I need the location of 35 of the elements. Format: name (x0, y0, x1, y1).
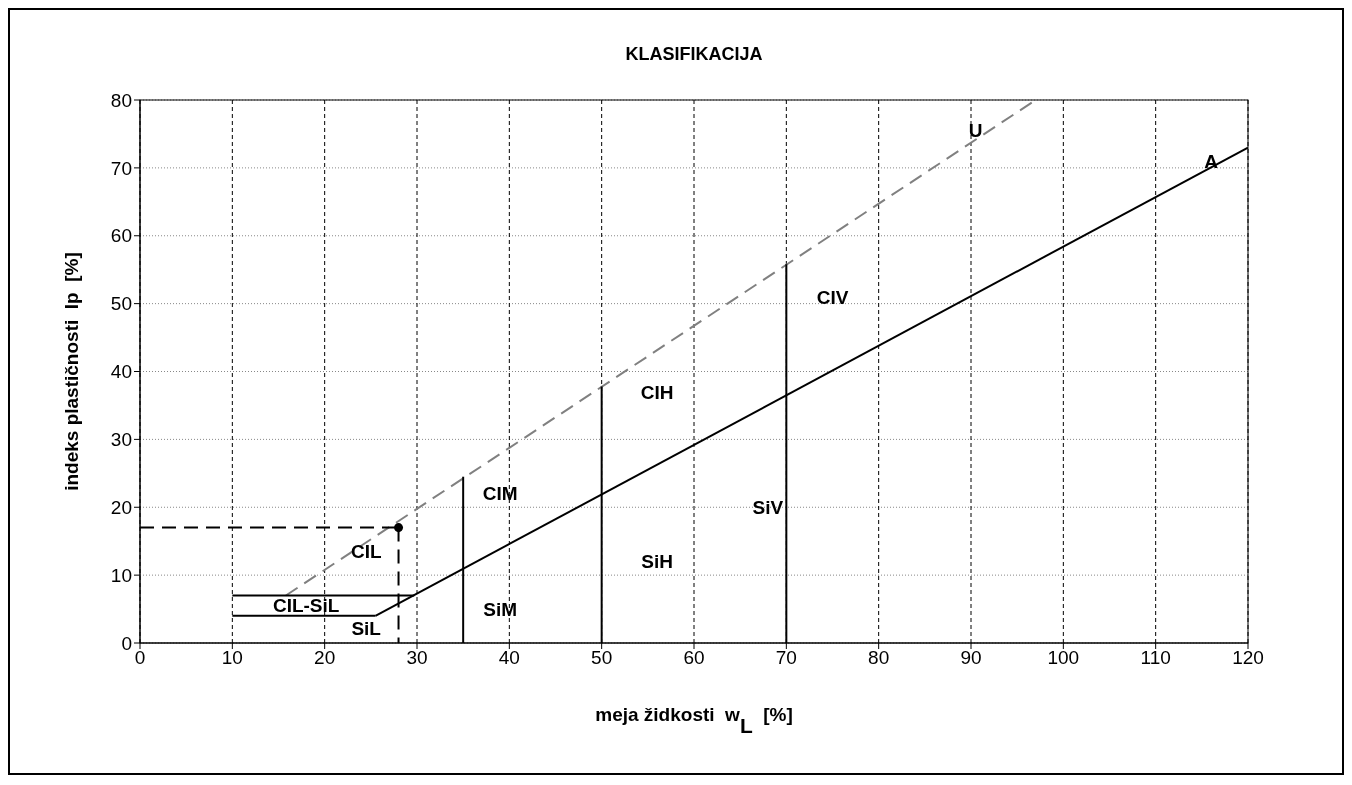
annotation: U (968, 120, 983, 142)
annotation: SiM (483, 598, 517, 620)
annotation: CIH (640, 381, 674, 403)
y-tick-label: 10 (110, 564, 132, 586)
y-tick-label: 80 (110, 89, 132, 111)
annotation: SiL (351, 617, 382, 639)
annotation: CIV (816, 286, 849, 308)
x-tick-label: 70 (775, 647, 797, 669)
x-tick-label: 30 (406, 647, 428, 669)
x-tick-label: 0 (134, 647, 146, 669)
x-tick-label: 120 (1232, 647, 1264, 669)
y-tick-label: 70 (110, 157, 132, 179)
annotation: CIL-SiL (272, 595, 340, 617)
x-tick-label: 110 (1140, 647, 1171, 669)
y-axis-title: indeks plastičnosti Ip [%] (61, 252, 82, 491)
x-tick-label: 60 (683, 647, 705, 669)
y-tick-label: 40 (110, 361, 132, 383)
x-tick-label: 40 (498, 647, 520, 669)
y-tick-label: 60 (110, 225, 132, 247)
y-tick-label: 20 (110, 496, 132, 518)
x-tick-label: 20 (314, 647, 336, 669)
x-tick-label: 100 (1047, 647, 1080, 669)
annotation: CIL (350, 541, 382, 563)
x-tick-label: 90 (960, 647, 982, 669)
annotation: SiH (641, 551, 673, 573)
y-tick-label: 50 (110, 293, 132, 315)
annotation: CIM (482, 483, 518, 505)
chart-title: KLASIFIKACIJA (625, 44, 763, 64)
y-tick-label: 30 (110, 429, 132, 451)
annotation: SiV (752, 496, 784, 518)
x-tick-label: 50 (591, 647, 613, 669)
annotation: A (1204, 150, 1219, 172)
x-tick-label: 10 (221, 647, 243, 669)
x-tick-label: 80 (868, 647, 890, 669)
y-tick-label: 0 (121, 632, 132, 654)
